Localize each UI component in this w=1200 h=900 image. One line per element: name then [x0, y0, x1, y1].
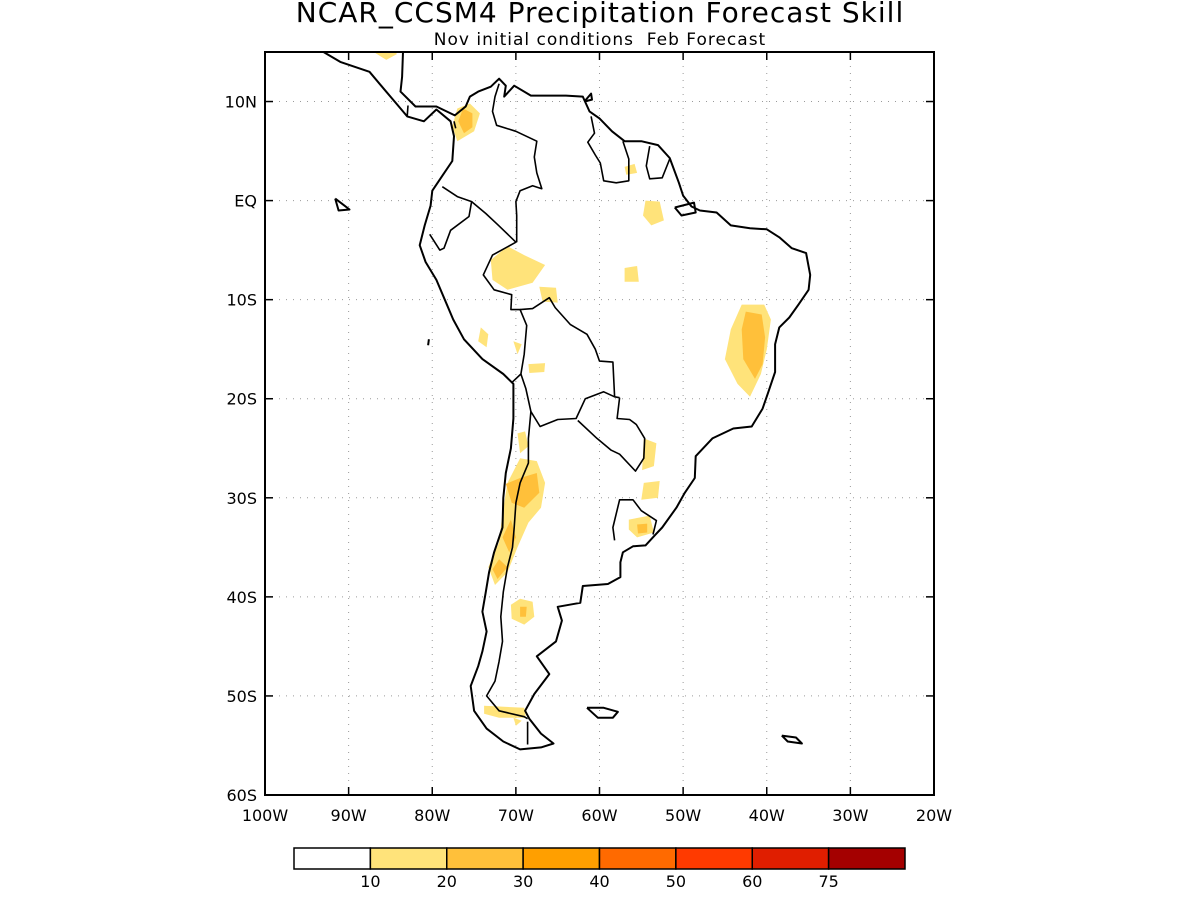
island-outline [583, 92, 593, 103]
skill-contour-20-30 [637, 523, 648, 534]
country-border [406, 105, 409, 117]
legend-label: 30 [513, 872, 533, 891]
country-border [520, 373, 615, 428]
legend-label: 40 [589, 872, 609, 891]
map-area [265, 52, 934, 795]
skill-contour-20-30 [505, 473, 540, 508]
skill-shading [373, 52, 771, 726]
island-outline [334, 197, 351, 212]
legend-swatch [369, 847, 448, 870]
legend-swatch [293, 847, 372, 870]
legend-swatch [598, 847, 677, 870]
land-outlines [321, 52, 812, 751]
legend-label: 50 [666, 872, 686, 891]
map-subtitle: Nov initial conditions Feb Forecast [434, 30, 766, 50]
country-border [612, 498, 658, 541]
lon-tick-label: 40W [749, 806, 785, 825]
legend-swatch [446, 847, 524, 870]
skill-contour-20-30 [492, 559, 508, 579]
lat-tick-label: 10S [226, 291, 257, 310]
lat-tick-label: 40S [226, 588, 257, 607]
lat-tick-label: 60S [226, 786, 257, 805]
legend-label: 20 [437, 872, 457, 891]
graticule [265, 52, 934, 795]
country-border [485, 411, 532, 720]
country-border [491, 83, 543, 243]
skill-contour-20-30 [520, 606, 527, 617]
skill-contour-10-20 [517, 431, 529, 454]
skill-contour-10-20 [490, 246, 546, 290]
skill-contour-10-20 [641, 481, 660, 500]
lon-tick-label: 90W [331, 806, 367, 825]
lon-tick-label: 70W [498, 806, 534, 825]
lon-tick-label: 50W [665, 806, 701, 825]
lat-tick-label: 30S [226, 489, 257, 508]
skill-contour-10-20 [624, 163, 638, 175]
country-border [429, 186, 473, 251]
skill-contour-10-20 [513, 717, 522, 726]
lon-tick-label: 100W [242, 806, 289, 825]
skill-contour-20-30 [741, 311, 766, 379]
skill-contour-10-20 [528, 363, 546, 373]
skill-contour-10-20 [373, 52, 398, 60]
country-border [471, 200, 528, 383]
legend-swatch [675, 847, 753, 870]
country-border [577, 397, 646, 472]
skill-contour-10-20 [643, 200, 664, 226]
skill-contour-20-30 [458, 108, 473, 134]
legend-swatch [751, 847, 830, 870]
country-border [586, 116, 630, 184]
island-outline [781, 734, 803, 745]
lon-tick-label: 80W [414, 806, 450, 825]
skill-contour-10-20 [642, 438, 657, 471]
country-border [645, 145, 671, 180]
legend-swatch [827, 847, 906, 870]
lat-tick-label: 50S [226, 687, 257, 706]
lon-tick-label: 20W [916, 806, 952, 825]
skill-contour-10-20 [478, 327, 489, 348]
color-legend: 10 20 30 40 50 60 75 [293, 847, 906, 891]
legend-label: 10 [360, 872, 380, 891]
lat-tick-label: 10N [225, 93, 257, 112]
country-border [453, 121, 457, 129]
island-outline [586, 706, 619, 719]
legend-label: 75 [818, 872, 838, 891]
skill-contour-10-20 [624, 266, 639, 282]
island-outline [427, 339, 430, 346]
legend-label: 60 [742, 872, 762, 891]
country-border [520, 296, 620, 399]
lat-tick-label: 20S [226, 390, 257, 409]
skill-contour-10-20 [539, 286, 558, 303]
lat-tick-label: EQ [234, 192, 257, 211]
lon-tick-label: 60W [581, 806, 617, 825]
coastline [321, 52, 812, 751]
skill-contour-10-20 [513, 341, 522, 355]
map-title: NCAR_CCSM4 Precipitation Forecast Skill [296, 0, 904, 29]
legend-swatch [522, 847, 601, 870]
lon-tick-label: 30W [832, 806, 868, 825]
island-outline [674, 201, 697, 217]
